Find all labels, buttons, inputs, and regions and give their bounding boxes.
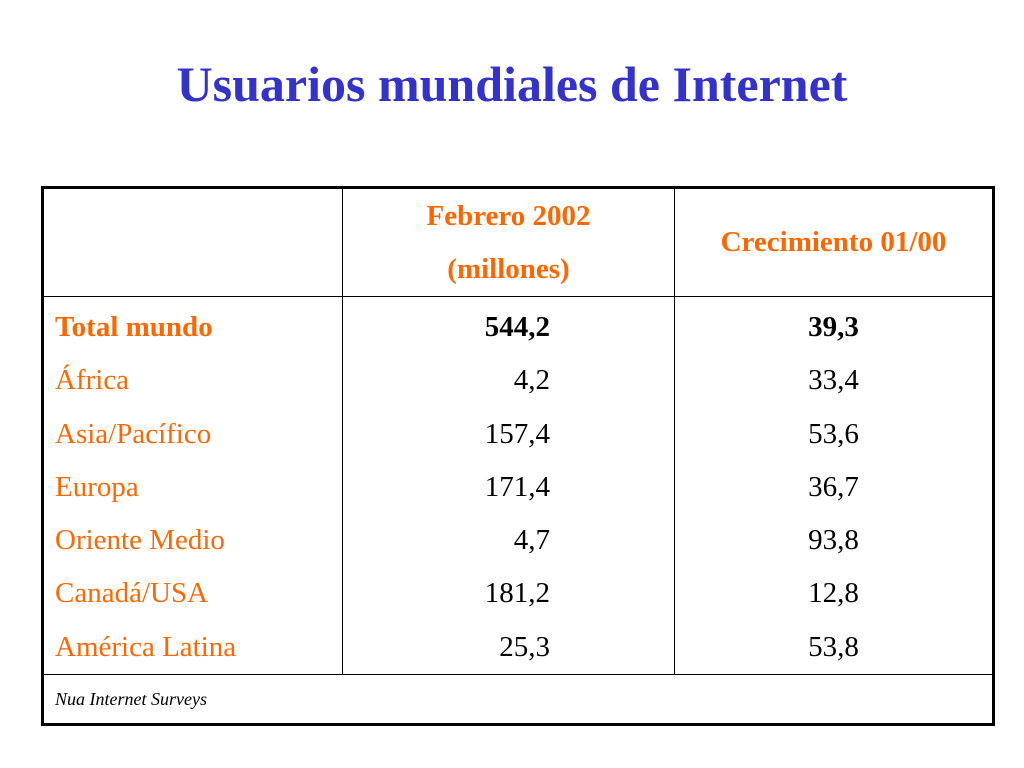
table-footer-row: Nua Internet Surveys bbox=[42, 674, 994, 726]
source-note: Nua Internet Surveys bbox=[42, 674, 994, 726]
february-column: 544,2 4,2 157,4 171,4 4,7 181,2 25,3 bbox=[342, 295, 675, 676]
table-header-row: Febrero 2002 (millones) Crecimiento 01/0… bbox=[42, 187, 994, 297]
region-cell: Asia/Pacífico bbox=[55, 417, 212, 450]
region-cell: Oriente Medio bbox=[55, 524, 225, 557]
header-growth: Crecimiento 01/00 bbox=[674, 187, 994, 297]
growth-value-cell: 12,8 bbox=[808, 577, 859, 610]
header-region bbox=[42, 187, 343, 297]
february-value-cell: 25,3 bbox=[499, 630, 550, 663]
region-list: Total mundo África Asia/Pacífico Europa … bbox=[44, 301, 342, 674]
header-february-line2: (millones) bbox=[447, 252, 570, 285]
growth-values: 39,3 33,4 53,6 36,7 93,8 12,8 53,8 bbox=[675, 301, 992, 674]
growth-column: 39,3 33,4 53,6 36,7 93,8 12,8 53,8 bbox=[674, 295, 994, 676]
february-value-cell: 171,4 bbox=[484, 470, 550, 503]
region-cell: África bbox=[55, 364, 130, 397]
header-february: Febrero 2002 (millones) bbox=[342, 187, 675, 297]
growth-value-cell: 39,3 bbox=[808, 311, 859, 343]
growth-value-cell: 33,4 bbox=[808, 364, 859, 397]
slide-title: Usuarios mundiales de Internet bbox=[176, 56, 848, 112]
february-value-cell: 157,4 bbox=[484, 417, 550, 450]
region-cell: América Latina bbox=[55, 630, 237, 663]
table-body-row: Total mundo África Asia/Pacífico Europa … bbox=[42, 295, 994, 676]
internet-users-table: Febrero 2002 (millones) Crecimiento 01/0… bbox=[41, 186, 995, 727]
region-cell: Europa bbox=[55, 470, 139, 503]
growth-value-cell: 36,7 bbox=[808, 470, 859, 503]
region-cell: Canadá/USA bbox=[55, 577, 209, 610]
region-column: Total mundo África Asia/Pacífico Europa … bbox=[42, 295, 343, 676]
february-values: 544,2 4,2 157,4 171,4 4,7 181,2 25,3 bbox=[343, 301, 674, 674]
february-value-cell: 4,7 bbox=[513, 524, 550, 557]
growth-value-cell: 93,8 bbox=[808, 524, 859, 557]
february-value-cell: 544,2 bbox=[484, 311, 550, 343]
february-value-cell: 181,2 bbox=[484, 577, 550, 610]
growth-value-cell: 53,8 bbox=[808, 630, 859, 663]
region-cell: Total mundo bbox=[55, 311, 213, 343]
february-value-cell: 4,2 bbox=[513, 364, 550, 397]
header-february-line1: Febrero 2002 bbox=[426, 199, 591, 232]
growth-value-cell: 53,6 bbox=[808, 417, 859, 450]
